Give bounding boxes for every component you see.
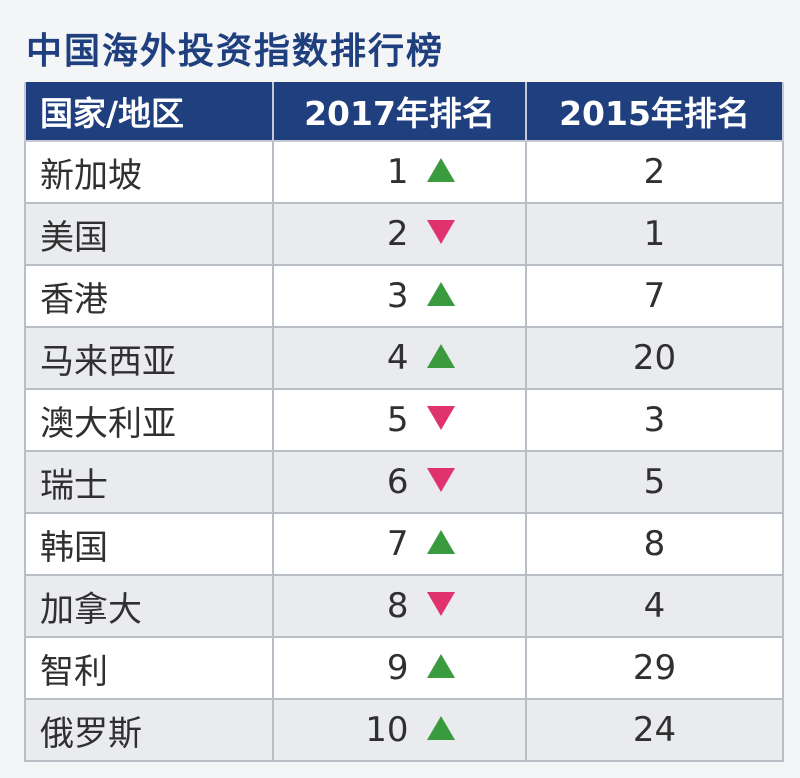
- rank-2017-cell: 5: [272, 388, 527, 452]
- rank-2017-cell: 2: [272, 202, 527, 266]
- triangle-up-icon: [426, 715, 455, 740]
- rank-2015-cell: 8: [525, 512, 784, 576]
- region-cell: 马来西亚: [24, 326, 274, 390]
- rank-2017-cell: 9: [272, 636, 527, 700]
- rank-2017-value: 6: [386, 462, 409, 502]
- region-cell: 香港: [24, 264, 274, 328]
- rank-2015-cell: 5: [525, 450, 784, 514]
- table-row: 瑞士 6 5: [24, 450, 784, 514]
- column-header-rank-2017: 2017年排名: [272, 82, 527, 142]
- rank-2017-cell: 1: [272, 140, 527, 204]
- rank-2017-cell: 4: [272, 326, 527, 390]
- rank-2017-value: 2: [386, 214, 409, 254]
- rank-2017-value: 1: [386, 152, 409, 192]
- rank-2017-cell: 6: [272, 450, 527, 514]
- rank-2017-value: 7: [386, 524, 409, 564]
- rank-2015-cell: 3: [525, 388, 784, 452]
- table-row: 美国 2 1: [24, 202, 784, 266]
- table-row: 马来西亚 4 20: [24, 326, 784, 390]
- rank-2017-group: 5: [365, 400, 475, 440]
- rank-2017-cell: 10: [272, 698, 527, 762]
- region-cell: 俄罗斯: [24, 698, 274, 762]
- rank-2017-group: 8: [365, 586, 475, 626]
- rank-2015-cell: 29: [525, 636, 784, 700]
- rank-2017-group: 1: [365, 152, 475, 192]
- page-title: 中国海外投资指数排行榜: [26, 31, 445, 72]
- triangle-up-icon: [426, 343, 455, 368]
- region-cell: 新加坡: [24, 140, 274, 204]
- rank-2017-cell: 8: [272, 574, 527, 638]
- rank-2017-cell: 7: [272, 512, 527, 576]
- rank-2017-group: 3: [365, 276, 475, 316]
- rank-2015-cell: 7: [525, 264, 784, 328]
- rank-2015-cell: 24: [525, 698, 784, 762]
- rank-2017-value: 3: [386, 276, 409, 316]
- triangle-up-icon: [426, 529, 455, 554]
- rank-2017-value: 9: [386, 648, 409, 688]
- rank-2017-group: 6: [365, 462, 475, 502]
- rank-2017-group: 9: [365, 648, 475, 688]
- rank-2017-value: 4: [386, 338, 409, 378]
- table-row: 新加坡 1 2: [24, 140, 784, 204]
- rank-2017-group: 10: [365, 710, 475, 750]
- triangle-up-icon: [426, 281, 455, 306]
- rank-2017-group: 2: [365, 214, 475, 254]
- rank-2017-cell: 3: [272, 264, 527, 328]
- region-cell: 瑞士: [24, 450, 274, 514]
- triangle-up-icon: [426, 653, 455, 678]
- region-cell: 韩国: [24, 512, 274, 576]
- rank-2017-value: 10: [365, 710, 409, 750]
- triangle-down-icon: [426, 405, 455, 430]
- rank-2017-group: 4: [365, 338, 475, 378]
- rank-2017-value: 5: [386, 400, 409, 440]
- rank-2015-cell: 1: [525, 202, 784, 266]
- region-cell: 智利: [24, 636, 274, 700]
- region-cell: 美国: [24, 202, 274, 266]
- triangle-up-icon: [426, 157, 455, 182]
- rank-2017-group: 7: [365, 524, 475, 564]
- region-cell: 澳大利亚: [24, 388, 274, 452]
- table-row: 加拿大 8 4: [24, 574, 784, 638]
- rank-2015-cell: 20: [525, 326, 784, 390]
- rank-2015-cell: 4: [525, 574, 784, 638]
- column-header-rank-2015: 2015年排名: [525, 82, 784, 142]
- table-row: 俄罗斯 10 24: [24, 698, 784, 762]
- table-row: 澳大利亚 5 3: [24, 388, 784, 452]
- table-body: 新加坡 1 2 美国 2 1 香港 3 7 马来西亚 4 20 澳大利亚 5 3 瑞士 6 5 韩国 7 8 加拿大 8 4 智…: [24, 140, 784, 762]
- table-row: 香港 3 7: [24, 264, 784, 328]
- triangle-down-icon: [426, 219, 455, 244]
- table-row: 韩国 7 8: [24, 512, 784, 576]
- table-row: 智利 9 29: [24, 636, 784, 700]
- rank-2015-cell: 2: [525, 140, 784, 204]
- header-row: 国家/地区 2017年排名 2015年排名: [24, 82, 784, 142]
- region-cell: 加拿大: [24, 574, 274, 638]
- triangle-down-icon: [426, 467, 455, 492]
- table-header: 国家/地区 2017年排名 2015年排名: [24, 82, 784, 142]
- column-header-region: 国家/地区: [24, 82, 274, 142]
- ranking-table: 国家/地区 2017年排名 2015年排名 新加坡 1 2 美国 2 1 香港 3 7 马来西亚 4…: [24, 82, 784, 762]
- rank-2017-value: 8: [386, 586, 409, 626]
- triangle-down-icon: [426, 591, 455, 616]
